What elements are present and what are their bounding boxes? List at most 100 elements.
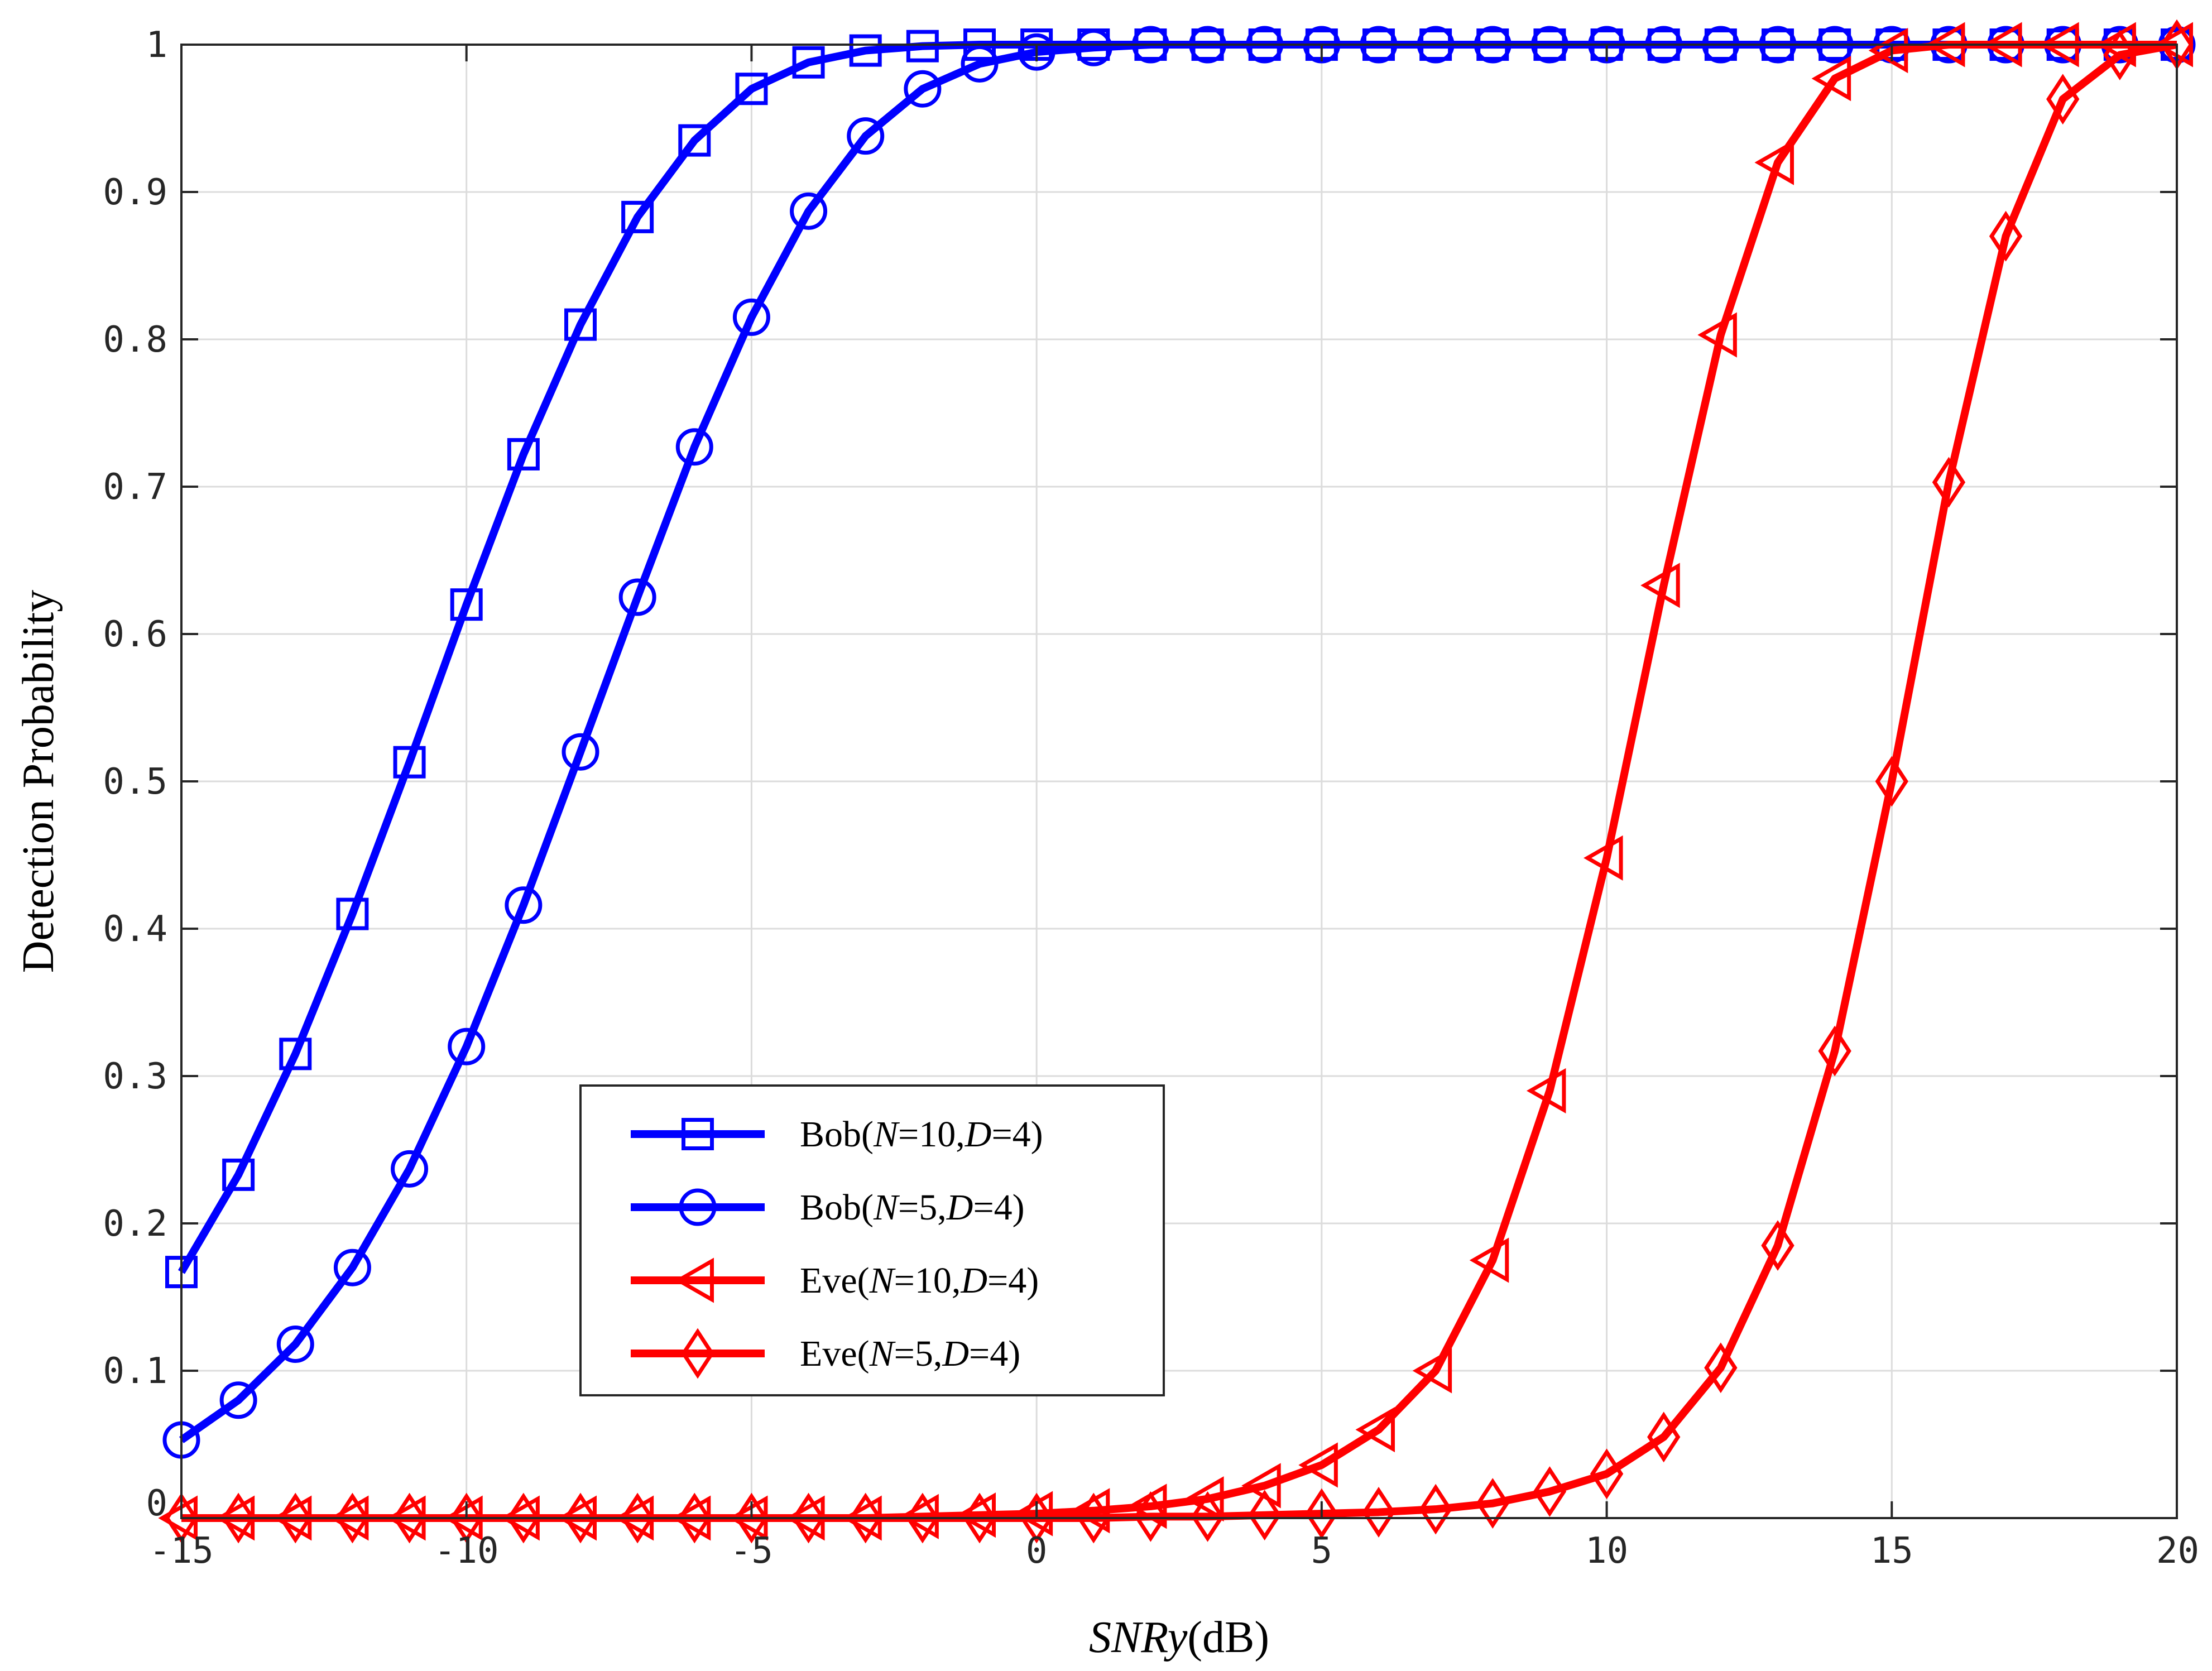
data-point-diamond bbox=[2103, 30, 2137, 80]
legend-label-part: D bbox=[960, 1260, 987, 1301]
axis-ticks bbox=[180, 44, 2178, 1519]
legend-label-part: Eve( bbox=[800, 1260, 870, 1301]
y-tick-label: 0.8 bbox=[103, 319, 167, 361]
data-point-diamond bbox=[621, 1492, 654, 1544]
data-point-circle bbox=[505, 886, 543, 924]
data-point-circle bbox=[1074, 28, 1112, 66]
legend-entry: Bob(N=5,D=4) bbox=[631, 1187, 1025, 1228]
y-tick-label: 0 bbox=[146, 1483, 167, 1524]
x-tick-label: 5 bbox=[1311, 1530, 1333, 1572]
data-point-circle bbox=[391, 1150, 429, 1188]
data-point-triangle-left bbox=[1013, 1491, 1053, 1536]
data-point-triangle-left bbox=[1584, 835, 1623, 881]
legend-label-part: N bbox=[873, 1114, 900, 1155]
data-point-circle bbox=[276, 1325, 314, 1363]
legend-label-part: Bob( bbox=[800, 1114, 874, 1155]
data-point-diamond bbox=[1419, 1483, 1452, 1535]
legend-label: Bob(N=5,D=4) bbox=[800, 1187, 1025, 1228]
x-axis-title: SNRy(dB) bbox=[1089, 1613, 1269, 1662]
legend-label-part: =4) bbox=[969, 1333, 1020, 1374]
data-point-square bbox=[507, 438, 540, 470]
legend-label: Eve(N=5,D=4) bbox=[800, 1333, 1020, 1374]
data-point-diamond bbox=[678, 1492, 711, 1544]
data-point-diamond bbox=[1362, 1487, 1395, 1538]
legend-entry: Eve(N=10,D=4) bbox=[631, 1257, 1039, 1303]
y-tick-label: 0.7 bbox=[103, 467, 167, 508]
x-tick-label: 10 bbox=[1585, 1530, 1628, 1572]
data-point-square bbox=[450, 588, 483, 621]
data-point-circle bbox=[448, 1027, 486, 1065]
data-point-diamond bbox=[1818, 1025, 1851, 1077]
x-tick-label: 0 bbox=[1026, 1530, 1048, 1572]
axis-tick-labels: -15 -10 -5 0 5 10 15 20 0 0.1 0.2 0.3 0.4 0.5 0.6 0.7 0.… bbox=[103, 25, 2199, 1572]
legend-label-part: N bbox=[873, 1187, 900, 1228]
legend-label-part: D bbox=[942, 1333, 969, 1374]
legend-label-part: =4) bbox=[973, 1187, 1024, 1228]
x-axis-title-variable: SNRy bbox=[1089, 1613, 1188, 1662]
data-point-diamond bbox=[564, 1492, 597, 1544]
legend-marker-diamond bbox=[681, 1328, 714, 1379]
data-point-diamond bbox=[1077, 1492, 1110, 1544]
data-point-circle bbox=[562, 733, 599, 771]
y-tick-label: 0.4 bbox=[103, 909, 167, 950]
data-point-diamond bbox=[1989, 210, 2023, 262]
data-point-diamond bbox=[450, 1492, 483, 1544]
data-point-diamond bbox=[222, 1492, 255, 1544]
data-point-square bbox=[792, 46, 825, 79]
data-point-circle bbox=[961, 45, 999, 83]
legend-marker-square bbox=[682, 1118, 714, 1150]
data-point-diamond bbox=[279, 1492, 312, 1544]
x-tick-label: -10 bbox=[434, 1530, 499, 1572]
data-point-triangle-left bbox=[1469, 1237, 1509, 1283]
data-point-diamond bbox=[1533, 1466, 1567, 1517]
data-point-circle bbox=[847, 117, 885, 155]
data-point-diamond bbox=[1590, 1448, 1624, 1500]
y-tick-label: 0.9 bbox=[103, 172, 167, 213]
data-point-square bbox=[279, 1038, 312, 1070]
data-point-square bbox=[678, 124, 711, 157]
data-point-diamond bbox=[735, 1492, 769, 1544]
legend-label-part: N bbox=[869, 1333, 896, 1374]
legend-label-part: D bbox=[965, 1114, 992, 1155]
data-point-triangle-left bbox=[1355, 1407, 1395, 1453]
data-point-circle bbox=[333, 1249, 371, 1286]
x-tick-label: -5 bbox=[730, 1530, 773, 1572]
data-point-diamond bbox=[507, 1492, 540, 1544]
legend-marker-triangle-left bbox=[674, 1257, 714, 1303]
data-point-diamond bbox=[1647, 1411, 1681, 1463]
legend-label: Eve(N=10,D=4) bbox=[800, 1260, 1039, 1301]
data-point-diamond bbox=[849, 1492, 882, 1544]
x-tick-label: 20 bbox=[2156, 1530, 2199, 1572]
y-tick-label: 0.2 bbox=[103, 1203, 167, 1245]
legend-marker-circle bbox=[679, 1188, 717, 1226]
data-point-circle bbox=[219, 1381, 257, 1419]
data-point-diamond bbox=[1020, 1492, 1053, 1544]
data-point-diamond bbox=[1248, 1490, 1282, 1541]
y-tick-label: 1 bbox=[146, 25, 167, 66]
legend-label: Bob(N=10,D=4) bbox=[800, 1114, 1043, 1155]
data-point-circle bbox=[904, 70, 942, 108]
data-point-triangle-left bbox=[1412, 1348, 1452, 1394]
data-point-diamond bbox=[165, 1492, 198, 1544]
data-point-diamond bbox=[1134, 1491, 1168, 1542]
legend-label-part: Eve( bbox=[800, 1333, 870, 1374]
y-axis-title: Detection Probability bbox=[14, 590, 63, 973]
data-point-diamond bbox=[392, 1492, 426, 1544]
data-point-square bbox=[849, 34, 882, 67]
legend-label-part: =4) bbox=[991, 1114, 1043, 1155]
data-point-square bbox=[222, 1158, 255, 1191]
data-point-square bbox=[735, 73, 768, 105]
legend-entry: Eve(N=5,D=4) bbox=[631, 1328, 1020, 1379]
legend-label-part: =5, bbox=[894, 1333, 943, 1374]
data-point-triangle-left bbox=[1298, 1442, 1338, 1488]
data-point-triangle-left bbox=[1811, 56, 1851, 102]
data-point-diamond bbox=[963, 1492, 996, 1544]
data-point-diamond bbox=[1875, 756, 1908, 807]
data-point-square bbox=[621, 200, 654, 233]
legend-label-part: =10, bbox=[894, 1260, 961, 1301]
legend-label-part: N bbox=[869, 1260, 896, 1301]
legend: Bob(N=10,D=4)Bob(N=5,D=4)Eve(N=10,D=4)Ev… bbox=[579, 1084, 1165, 1396]
data-point-circle bbox=[618, 578, 656, 616]
data-point-circle bbox=[790, 192, 828, 230]
